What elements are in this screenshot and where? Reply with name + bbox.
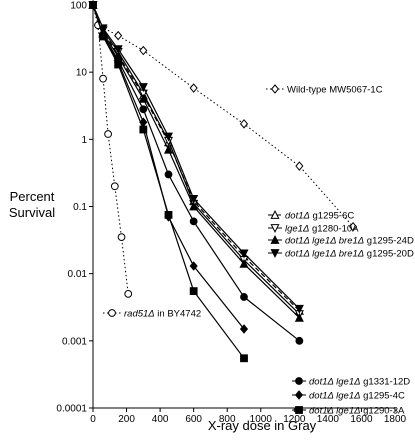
y-tick-label: 0.1 [73, 202, 87, 213]
legend-entry-3: dot1Δ lge1Δ bre1Δ g1295-24D [268, 234, 414, 247]
data-point [270, 84, 280, 94]
data-point [240, 293, 248, 301]
series-line [92, 4, 300, 310]
data-point [99, 74, 107, 83]
legend-entry-2: lge1Δ g1280-10A [268, 224, 359, 235]
data-point [239, 324, 249, 334]
data-point [239, 258, 249, 268]
data-point [270, 209, 280, 219]
x-tick-label: 1200 [283, 414, 306, 425]
legend-entry-1: dot1Δ g1295-6C [268, 209, 354, 222]
y-axis-label: Percent Survival [9, 189, 55, 220]
legend-entry-4: dot1Δ lge1Δ bre1Δ g1295-20D [268, 249, 414, 260]
legend-entry-6: dot1Δ lge1Δ g1331-12D [292, 377, 410, 388]
data-point [295, 377, 303, 385]
x-tick-label: 800 [219, 414, 236, 425]
data-point [189, 217, 198, 226]
x-tick-label: 0 [90, 414, 96, 425]
x-tick-label: 1400 [317, 414, 340, 425]
legend-label: rad51Δ in BY4742 [124, 309, 201, 320]
data-point [104, 130, 112, 138]
legend-entry-0: Wild-type MW5067-1C [266, 84, 383, 96]
data-point [114, 30, 123, 41]
legend-label: dot1Δ lge1Δ bre1Δ g1295-20D [285, 249, 414, 260]
legend-entry-7: dot1Δ lge1Δ g1295-4C [292, 390, 405, 402]
x-tick-label: 1000 [250, 414, 273, 425]
y-tick-label: 0.0001 [56, 404, 87, 415]
legend-label: dot1Δ lge1Δ g1295-4C [309, 391, 405, 402]
legend-label: dot1Δ lge1Δ g1331-12D [309, 377, 410, 388]
data-point [114, 60, 123, 69]
x-tick-label: 1800 [384, 414, 407, 425]
data-point [189, 194, 199, 204]
legend-label: dot1Δ lge1Δ g1290-3A [309, 406, 405, 417]
series-line [92, 4, 354, 228]
data-point [270, 234, 280, 244]
data-point [240, 354, 248, 363]
data-point [139, 105, 148, 114]
series-line [92, 4, 300, 319]
legend-label: dot1Δ lge1Δ bre1Δ g1295-24D [285, 236, 414, 247]
y-tick-label: 0.001 [62, 336, 87, 347]
data-point [294, 312, 304, 322]
data-point [239, 119, 249, 129]
x-tick-label: 600 [185, 414, 202, 425]
data-point [189, 261, 198, 271]
data-point [270, 224, 280, 234]
legend-label: lge1Δ g1280-10A [285, 224, 359, 235]
data-point [295, 161, 304, 171]
x-tick-label: 1600 [350, 414, 373, 425]
data-point [163, 144, 174, 154]
y-tick-label: 0.01 [68, 269, 88, 280]
data-point [189, 83, 198, 93]
data-point [348, 221, 358, 232]
y-tick-label: 1 [81, 135, 87, 146]
data-point [117, 233, 126, 242]
data-point [138, 93, 148, 103]
data-point [99, 32, 107, 41]
data-point [294, 304, 304, 314]
legend-entry-8: dot1Δ lge1Δ g1290-3A [292, 406, 405, 417]
data-point [138, 83, 148, 93]
legend-label: Wild-type MW5067-1C [287, 85, 383, 96]
data-point [239, 249, 249, 259]
x-tick-label: 200 [118, 414, 135, 425]
data-point [270, 249, 280, 259]
data-point [139, 125, 148, 134]
data-point [189, 287, 198, 296]
legend-entry-5: rad51Δ in BY4742 [103, 309, 201, 320]
data-point [139, 45, 148, 56]
data-point [294, 390, 304, 400]
axes: 0 200 400 600 800 1000 1200 1400 1600 1800 0.0001 0… [56, 1, 406, 426]
data-point [110, 182, 119, 191]
data-point [189, 201, 199, 211]
x-axis-label: X-ray dose in Gray [208, 418, 317, 433]
legend-layer: Wild-type MW5067-1C dot1Δ g1295-6C lge1Δ g… [103, 84, 414, 417]
data-point [124, 289, 133, 298]
series-8 [89, 1, 248, 363]
data-point [108, 309, 116, 317]
series-0 [88, 0, 358, 232]
series-layer [88, 0, 358, 363]
legend-label: dot1Δ g1295-6C [285, 211, 354, 222]
series-2 [88, 1, 304, 320]
data-point [295, 336, 304, 345]
data-point [164, 170, 173, 179]
y-tick-label: 100 [70, 1, 87, 12]
y-tick-label: 10 [76, 68, 88, 79]
data-point [164, 210, 173, 219]
data-point [113, 45, 123, 55]
x-tick-label: 400 [152, 414, 169, 425]
data-point [163, 132, 174, 142]
data-point [295, 406, 303, 414]
data-point [89, 1, 97, 9]
